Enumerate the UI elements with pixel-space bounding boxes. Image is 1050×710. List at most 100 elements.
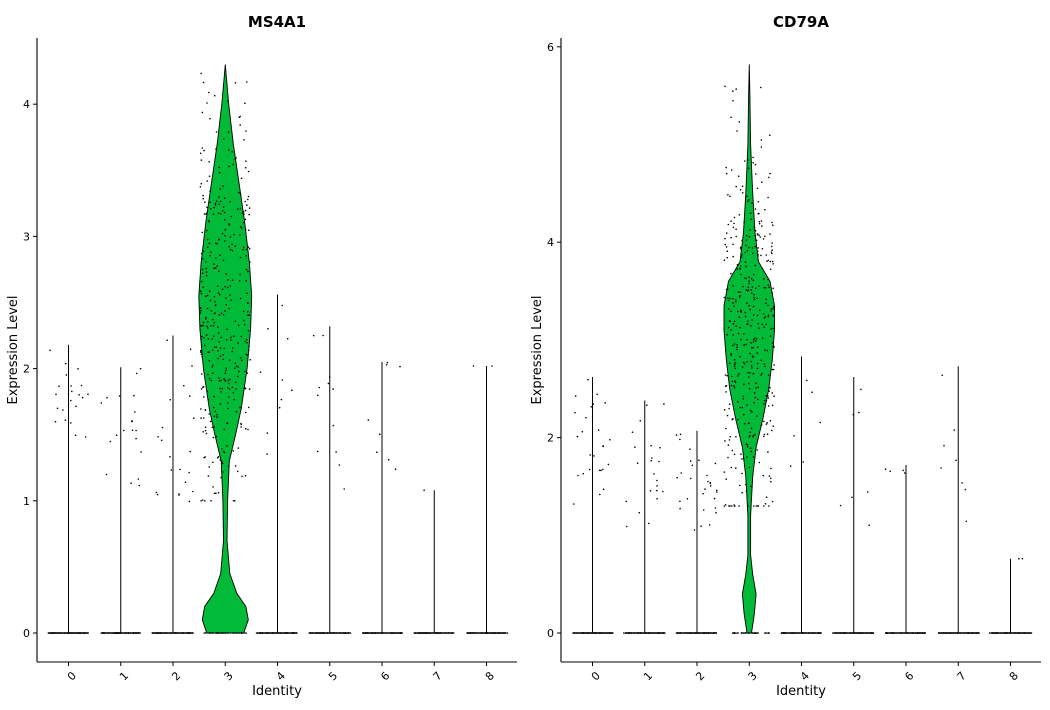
expression-point	[646, 404, 648, 407]
expression-point	[735, 88, 737, 90]
expression-point	[730, 466, 733, 469]
zero-point	[180, 632, 183, 634]
expression-point	[81, 396, 84, 399]
expression-point	[238, 191, 240, 194]
expression-point	[770, 310, 772, 312]
expression-point	[737, 175, 740, 177]
expression-point	[247, 314, 249, 317]
expression-point	[239, 115, 241, 118]
expression-point	[764, 208, 766, 211]
zero-point	[714, 632, 717, 634]
expression-point	[731, 449, 734, 452]
expression-point	[221, 448, 223, 450]
expression-point	[723, 296, 726, 299]
expression-point	[730, 236, 732, 239]
expression-point	[771, 260, 774, 263]
expression-point	[735, 228, 737, 231]
expression-point	[77, 368, 79, 370]
expression-point	[940, 467, 942, 469]
zero-point	[367, 632, 369, 634]
expression-point	[733, 363, 736, 366]
expression-point	[745, 289, 748, 291]
expression-point	[220, 312, 223, 315]
expression-point	[232, 392, 235, 394]
expression-point	[217, 285, 219, 287]
expression-point	[208, 160, 210, 163]
expression-point	[234, 320, 237, 323]
x-tick-label: 6	[902, 669, 916, 683]
zero-point	[625, 632, 628, 634]
expression-point	[789, 465, 792, 467]
expression-point	[749, 212, 752, 214]
expression-point	[756, 187, 759, 190]
expression-point	[730, 329, 732, 331]
y-tick-label: 0	[23, 627, 30, 640]
expression-point	[760, 220, 763, 222]
expression-point	[709, 485, 712, 487]
expression-point	[209, 299, 212, 302]
expression-point	[423, 489, 425, 492]
expression-point	[590, 406, 593, 408]
expression-point	[753, 392, 756, 394]
expression-point	[166, 339, 168, 342]
expression-point	[193, 417, 195, 420]
expression-point	[243, 213, 245, 215]
zero-point	[818, 632, 820, 634]
expression-point	[213, 426, 215, 428]
expression-point	[732, 322, 735, 325]
expression-point	[219, 200, 222, 203]
expression-point	[244, 102, 246, 104]
zero-point	[819, 632, 822, 634]
expression-point	[241, 475, 243, 478]
expression-point	[228, 245, 230, 248]
zero-point	[839, 632, 842, 634]
expression-point	[224, 380, 227, 383]
panel-cd79a: CD79A 0 2 4 6 Expression Level Identity 0 1 2 3 4 5 6…	[530, 13, 1041, 699]
expression-point	[245, 353, 248, 356]
expression-point	[728, 407, 730, 410]
expression-point	[760, 254, 762, 257]
expression-point	[249, 359, 251, 361]
zero-point	[85, 632, 87, 634]
expression-point	[229, 378, 231, 381]
expression-point	[767, 315, 770, 318]
expression-point	[209, 117, 211, 120]
expression-point	[208, 242, 211, 245]
zero-point	[394, 632, 397, 634]
expression-point	[236, 208, 239, 210]
zero-point	[444, 632, 447, 634]
zero-point	[272, 632, 275, 634]
expression-point	[170, 469, 173, 471]
zero-point	[434, 632, 437, 634]
expression-point	[941, 374, 943, 377]
expression-point	[866, 491, 869, 493]
expression-point	[709, 482, 712, 485]
expression-point	[219, 355, 222, 358]
expression-point	[742, 398, 745, 400]
zero-point	[603, 632, 605, 634]
expression-point	[732, 255, 734, 258]
expression-point	[748, 282, 750, 285]
expression-point	[902, 469, 904, 472]
expression-point	[231, 279, 234, 282]
expression-point	[218, 341, 221, 343]
expression-point	[754, 163, 757, 166]
zero-point	[764, 632, 767, 634]
expression-point	[754, 396, 756, 399]
expression-point	[731, 375, 733, 378]
chart-title: CD79A	[773, 13, 829, 31]
expression-point	[239, 273, 241, 276]
zero-point	[165, 632, 167, 634]
expression-point	[491, 365, 493, 367]
zero-point	[967, 632, 970, 634]
zero-point	[921, 632, 924, 634]
zero-point	[243, 632, 245, 634]
expression-point	[225, 369, 227, 372]
zero-point	[573, 632, 576, 634]
expression-point	[744, 311, 747, 314]
zero-point	[572, 632, 574, 634]
expression-point	[675, 434, 678, 436]
expression-point	[234, 158, 236, 160]
zero-point	[107, 632, 110, 634]
expression-point	[134, 411, 136, 413]
